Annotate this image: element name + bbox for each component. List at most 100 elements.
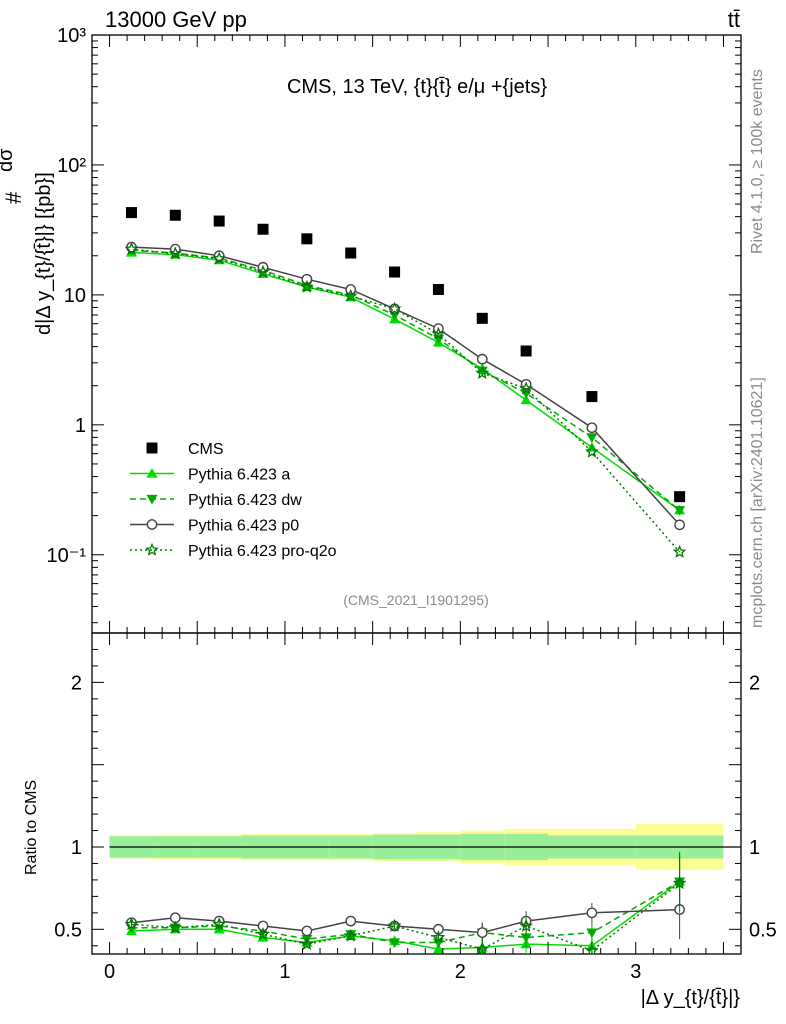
series-4-point	[124, 241, 139, 255]
series-3-point	[674, 519, 685, 531]
ratio-ytick-label: 2	[71, 672, 82, 694]
series-4-point	[343, 288, 358, 302]
top-ytick-label: 10²	[57, 155, 86, 177]
ratio-ytick-label-right: 0.5	[749, 919, 777, 941]
ratio-ytick-label-right: 1	[749, 837, 760, 859]
ratio-3-point	[431, 930, 446, 944]
legend-marker-3	[146, 519, 158, 530]
series-line-3	[131, 246, 681, 526]
ratio-3-point	[672, 876, 687, 890]
series-4-point	[431, 326, 446, 340]
bottom-ylabel: Ratio to CMS	[23, 780, 40, 875]
ratio-3-point	[387, 918, 402, 932]
series-4-point	[519, 381, 534, 395]
ratio-3-point	[475, 941, 490, 954]
series-3-point	[476, 353, 488, 365]
ratio-3-point	[343, 928, 358, 942]
ratio-2-point	[257, 920, 269, 932]
bottom-xlabel: |Δ y_{t}/{t̄}|}	[641, 987, 741, 1009]
legend-label-2: Pythia 6.423 dw	[188, 492, 302, 509]
series-4-point	[212, 251, 227, 265]
ratio-3-point	[519, 918, 534, 932]
top-plot-area	[124, 207, 687, 558]
mcplots-reference-label: mcplots.cern.ch [arXiv:2401.10621]	[749, 377, 766, 628]
top-ylabel: d|Δ y_{t}/{t̄}|} [{pb}]	[33, 172, 55, 335]
ratio-3-point	[299, 936, 314, 950]
legend-marker-2	[146, 494, 158, 505]
header-energy-label: 13000 GeV pp	[105, 7, 247, 32]
series-4-point	[387, 301, 402, 315]
legend-marker-0	[146, 442, 158, 454]
bottom-frame	[91, 632, 742, 955]
xtick-label: 1	[279, 961, 290, 983]
top-ytick-label: 10	[64, 285, 86, 307]
series-3-point	[586, 422, 598, 434]
analysis-id-label: (CMS_2021_I1901295)	[343, 592, 489, 608]
series-0-point	[213, 215, 225, 227]
header-process-label: tt̄	[728, 7, 740, 32]
series-0-point	[674, 491, 686, 503]
ratio-ytick-label: 0.5	[54, 919, 82, 941]
series-0-point	[345, 247, 357, 259]
ratio-3-point	[124, 917, 139, 931]
ratio-2-point	[301, 925, 313, 937]
top-ylabel-hash: #	[1, 191, 26, 204]
legend-label-4: Pythia 6.423 pro-q2o	[188, 543, 337, 560]
series-0-point	[520, 345, 532, 357]
ratio-2-point	[476, 927, 488, 938]
ratio-3-point	[212, 917, 227, 931]
legend-label-3: Pythia 6.423 p0	[188, 518, 299, 535]
ratio-3-point	[168, 920, 183, 934]
series-4-point	[475, 365, 490, 379]
xtick-label: 0	[104, 961, 115, 983]
plot-title: CMS, 13 TeV, {t}{t̄} e/μ +{jets}	[287, 76, 547, 98]
ratio-1-point	[586, 928, 598, 939]
ratio-2-point	[586, 907, 598, 919]
legend-label-1: Pythia 6.423 a	[188, 467, 290, 484]
ratio-3-point	[585, 943, 599, 954]
series-0-point	[257, 223, 269, 235]
ratio-0-point	[432, 943, 444, 954]
series-2-point	[476, 366, 488, 377]
series-line-1	[131, 251, 681, 511]
ratio-2-point	[345, 915, 357, 927]
top-ytick-label: 10⁻¹	[47, 545, 87, 567]
top-ytick-label: 1	[75, 415, 86, 437]
series-3-point	[301, 273, 313, 285]
legend-label-0: CMS	[188, 441, 224, 458]
series-0-point	[301, 233, 313, 245]
ratio-ytick-label: 1	[71, 837, 82, 859]
ratio-plot-area	[109, 823, 741, 954]
ratio-line-3	[131, 882, 681, 952]
series-0-point	[389, 266, 401, 278]
series-0-point	[125, 207, 137, 219]
top-ylabel-numerator: dσ	[0, 148, 17, 172]
rivet-version-label: Rivet 4.1.0, ≥ 100k events	[749, 69, 766, 254]
series-4-point	[168, 246, 183, 260]
xtick-label: 2	[455, 961, 466, 983]
ratio-panel: 0.5 0.5 1 1 2 2 0 1 2 3	[54, 632, 777, 983]
ratio-1-point	[389, 938, 401, 948]
series-2-point	[674, 506, 686, 516]
series-4-point	[256, 264, 270, 278]
legend-marker-4	[145, 542, 159, 556]
series-1-point	[520, 394, 532, 405]
ratio-2-point	[433, 923, 444, 935]
series-0-point	[432, 284, 444, 296]
series-0-point	[586, 391, 598, 403]
xtick-label: 3	[630, 961, 641, 983]
series-4-point	[299, 279, 314, 293]
series-line-4	[131, 248, 681, 553]
top-ytick-label: 10³	[57, 25, 86, 47]
ratio-3-point	[256, 927, 270, 941]
series-4-point	[585, 444, 599, 458]
ratio-line-1	[131, 880, 680, 944]
ratio-1-point	[520, 933, 532, 944]
series-4-point	[672, 544, 687, 558]
series-0-point	[169, 209, 181, 221]
ratio-line-2	[131, 908, 680, 934]
legend-marker-1	[146, 468, 158, 478]
top-panel: 10⁻¹ 1 10 10² 10³ CMS Pythia 6.423 a Pythia 6.4…	[47, 25, 742, 634]
ratio-ytick-label-right: 2	[749, 672, 760, 694]
